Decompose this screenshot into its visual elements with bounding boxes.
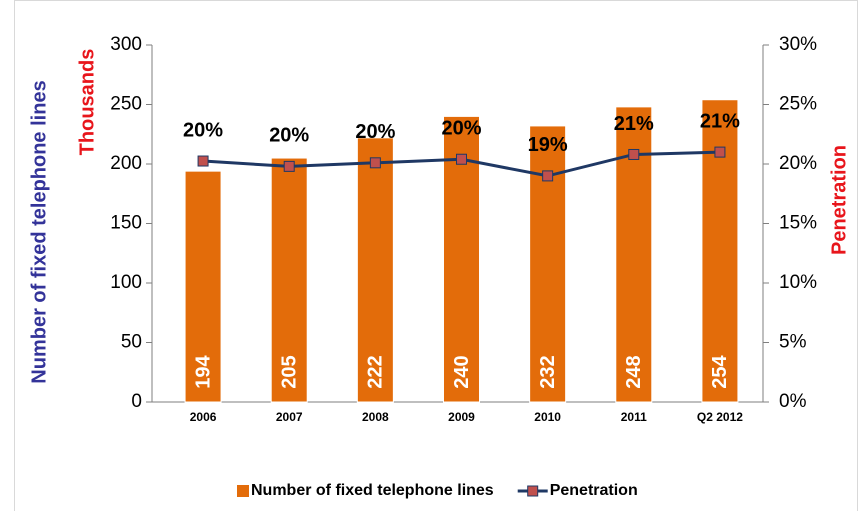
y-tick-label: 150: [110, 213, 142, 234]
y2-tick-label: 5%: [779, 332, 807, 353]
y-tick-label: 50: [121, 332, 142, 353]
y2-tick-label: 20%: [779, 153, 817, 174]
line-marker: [714, 146, 726, 158]
line-marker: [456, 153, 467, 165]
line-value-label: 20%: [269, 125, 309, 147]
line-marker: [283, 160, 295, 172]
bar-value-label: 222: [365, 355, 387, 388]
x-tick-label: Q2 2012: [697, 410, 743, 424]
x-tick-label: 2007: [276, 410, 303, 424]
x-tick-label: 2010: [534, 410, 561, 424]
legend-label: Penetration: [550, 482, 638, 499]
bar-value-label: 232: [537, 355, 559, 388]
y-tick-label: 250: [110, 94, 142, 115]
bar: [270, 157, 308, 403]
line-value-label: 20%: [441, 118, 481, 140]
line-marker: [628, 148, 640, 160]
bar-value-label: 205: [278, 355, 300, 388]
y2-tick-label: 10%: [779, 272, 817, 293]
x-tick-label: 2011: [621, 410, 647, 424]
line-marker: [197, 155, 209, 167]
line-marker: [542, 170, 554, 182]
line-value-label: 21%: [614, 113, 654, 135]
x-tick-label: 2006: [190, 410, 217, 424]
line-value-label: 20%: [355, 121, 395, 143]
y-tick-label: 100: [110, 272, 142, 293]
line-value-label: 20%: [183, 119, 223, 141]
x-tick-label: 2008: [362, 410, 389, 424]
x-tick-label: 2009: [448, 410, 475, 424]
bar: [356, 137, 394, 403]
y2-tick-label: 25%: [779, 94, 817, 115]
line-value-label: 21%: [700, 110, 740, 132]
bar-value-label: 254: [709, 354, 731, 388]
bar-value-label: 240: [451, 355, 473, 388]
bar-value-label: 248: [623, 355, 645, 388]
y-axis-units: Thousands: [76, 49, 98, 156]
line-marker: [369, 157, 381, 169]
y-axis-title: Number of fixed telephone lines: [28, 80, 50, 383]
line-value-label: 19%: [528, 134, 568, 156]
y2-axis-title: Penetration: [828, 145, 850, 255]
legend-swatch: [237, 485, 249, 497]
y2-tick-label: 30%: [779, 34, 817, 55]
y-tick-label: 300: [110, 34, 142, 55]
y2-tick-label: 0%: [779, 391, 807, 412]
bar: [184, 170, 222, 403]
y-tick-label: 200: [110, 153, 142, 174]
bar-value-label: 194: [192, 354, 214, 388]
legend-marker: [527, 485, 539, 497]
y2-tick-label: 15%: [779, 213, 817, 234]
legend-label: Number of fixed telephone lines: [251, 482, 494, 499]
y-tick-label: 0: [131, 391, 142, 412]
